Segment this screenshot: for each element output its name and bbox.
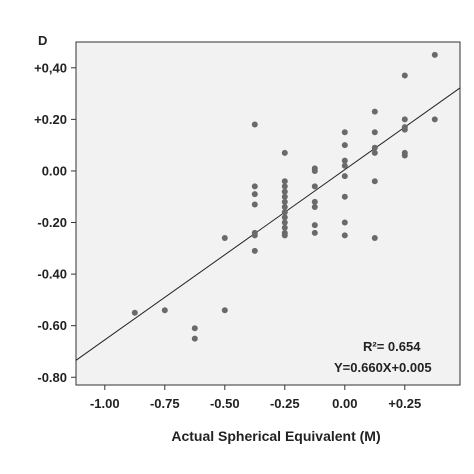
- y-tick-label: -0.80: [37, 370, 67, 385]
- data-point: [311, 167, 318, 174]
- data-point: [371, 149, 378, 156]
- fit-line-group: [75, 87, 461, 361]
- data-point: [281, 198, 288, 205]
- data-point: [431, 116, 438, 123]
- data-point: [341, 193, 348, 200]
- data-point: [371, 178, 378, 185]
- x-tick-label: -1.00: [90, 396, 120, 411]
- data-point: [191, 325, 198, 332]
- data-point: [251, 201, 258, 208]
- data-points: [131, 51, 438, 342]
- data-point: [281, 232, 288, 239]
- x-tick-label: -0.50: [210, 396, 240, 411]
- data-point: [281, 178, 288, 185]
- data-point: [251, 232, 258, 239]
- data-point: [341, 162, 348, 169]
- data-point: [401, 152, 408, 159]
- data-point: [401, 116, 408, 123]
- data-point: [221, 307, 228, 314]
- x-tick-label: +0.25: [388, 396, 421, 411]
- data-point: [281, 204, 288, 211]
- data-point: [371, 144, 378, 151]
- data-point: [431, 51, 438, 58]
- x-tick-label: -0.75: [150, 396, 180, 411]
- data-point: [281, 224, 288, 231]
- data-point: [341, 157, 348, 164]
- panel-label: D: [38, 33, 47, 48]
- x-axis-ticks: -1.00 -0.75 -0.50 -0.25 0.00 +0.25: [90, 385, 421, 411]
- regression-equation-label: Y=0.660X+0.005: [334, 360, 432, 375]
- data-point: [281, 183, 288, 190]
- x-axis-title: Actual Spherical Equivalent (M): [171, 428, 380, 444]
- data-point: [371, 129, 378, 136]
- data-point: [221, 235, 228, 241]
- data-point: [341, 232, 348, 239]
- y-tick-label: -0.40: [37, 267, 67, 282]
- data-point: [281, 219, 288, 226]
- data-point: [251, 247, 258, 254]
- data-point: [341, 173, 348, 180]
- data-point: [131, 309, 138, 316]
- y-tick-label: +0,40: [34, 60, 67, 75]
- plot-area: [75, 41, 461, 386]
- data-point: [371, 108, 378, 115]
- data-point: [161, 307, 168, 314]
- data-point: [251, 183, 258, 190]
- regression-line: [75, 87, 461, 361]
- data-point: [341, 142, 348, 149]
- data-point: [401, 72, 408, 79]
- x-tick-label: 0.00: [332, 396, 357, 411]
- data-point: [401, 126, 408, 133]
- y-tick-label: -0.60: [37, 318, 67, 333]
- data-point: [341, 129, 348, 136]
- data-point: [191, 335, 198, 342]
- y-tick-label: -0.20: [37, 215, 67, 230]
- data-point: [311, 183, 318, 190]
- x-tick-label: -0.25: [270, 396, 300, 411]
- data-point: [281, 149, 288, 156]
- y-tick-label: +0.20: [34, 112, 67, 127]
- data-point: [311, 229, 318, 236]
- data-point: [311, 222, 318, 229]
- y-tick-label: 0.00: [42, 163, 67, 178]
- data-point: [371, 235, 378, 241]
- data-point: [281, 214, 288, 221]
- data-point: [251, 191, 258, 198]
- r-squared-label: R²= 0.654: [363, 339, 421, 354]
- data-point: [311, 204, 318, 211]
- data-point: [281, 188, 288, 195]
- data-point: [341, 219, 348, 226]
- data-point: [311, 198, 318, 205]
- y-axis-ticks: +0,40 +0.20 0.00 -0.20 -0.40 -0.60 -0.80: [34, 60, 76, 385]
- data-point: [251, 121, 258, 128]
- data-point: [281, 193, 288, 200]
- data-point: [281, 209, 288, 216]
